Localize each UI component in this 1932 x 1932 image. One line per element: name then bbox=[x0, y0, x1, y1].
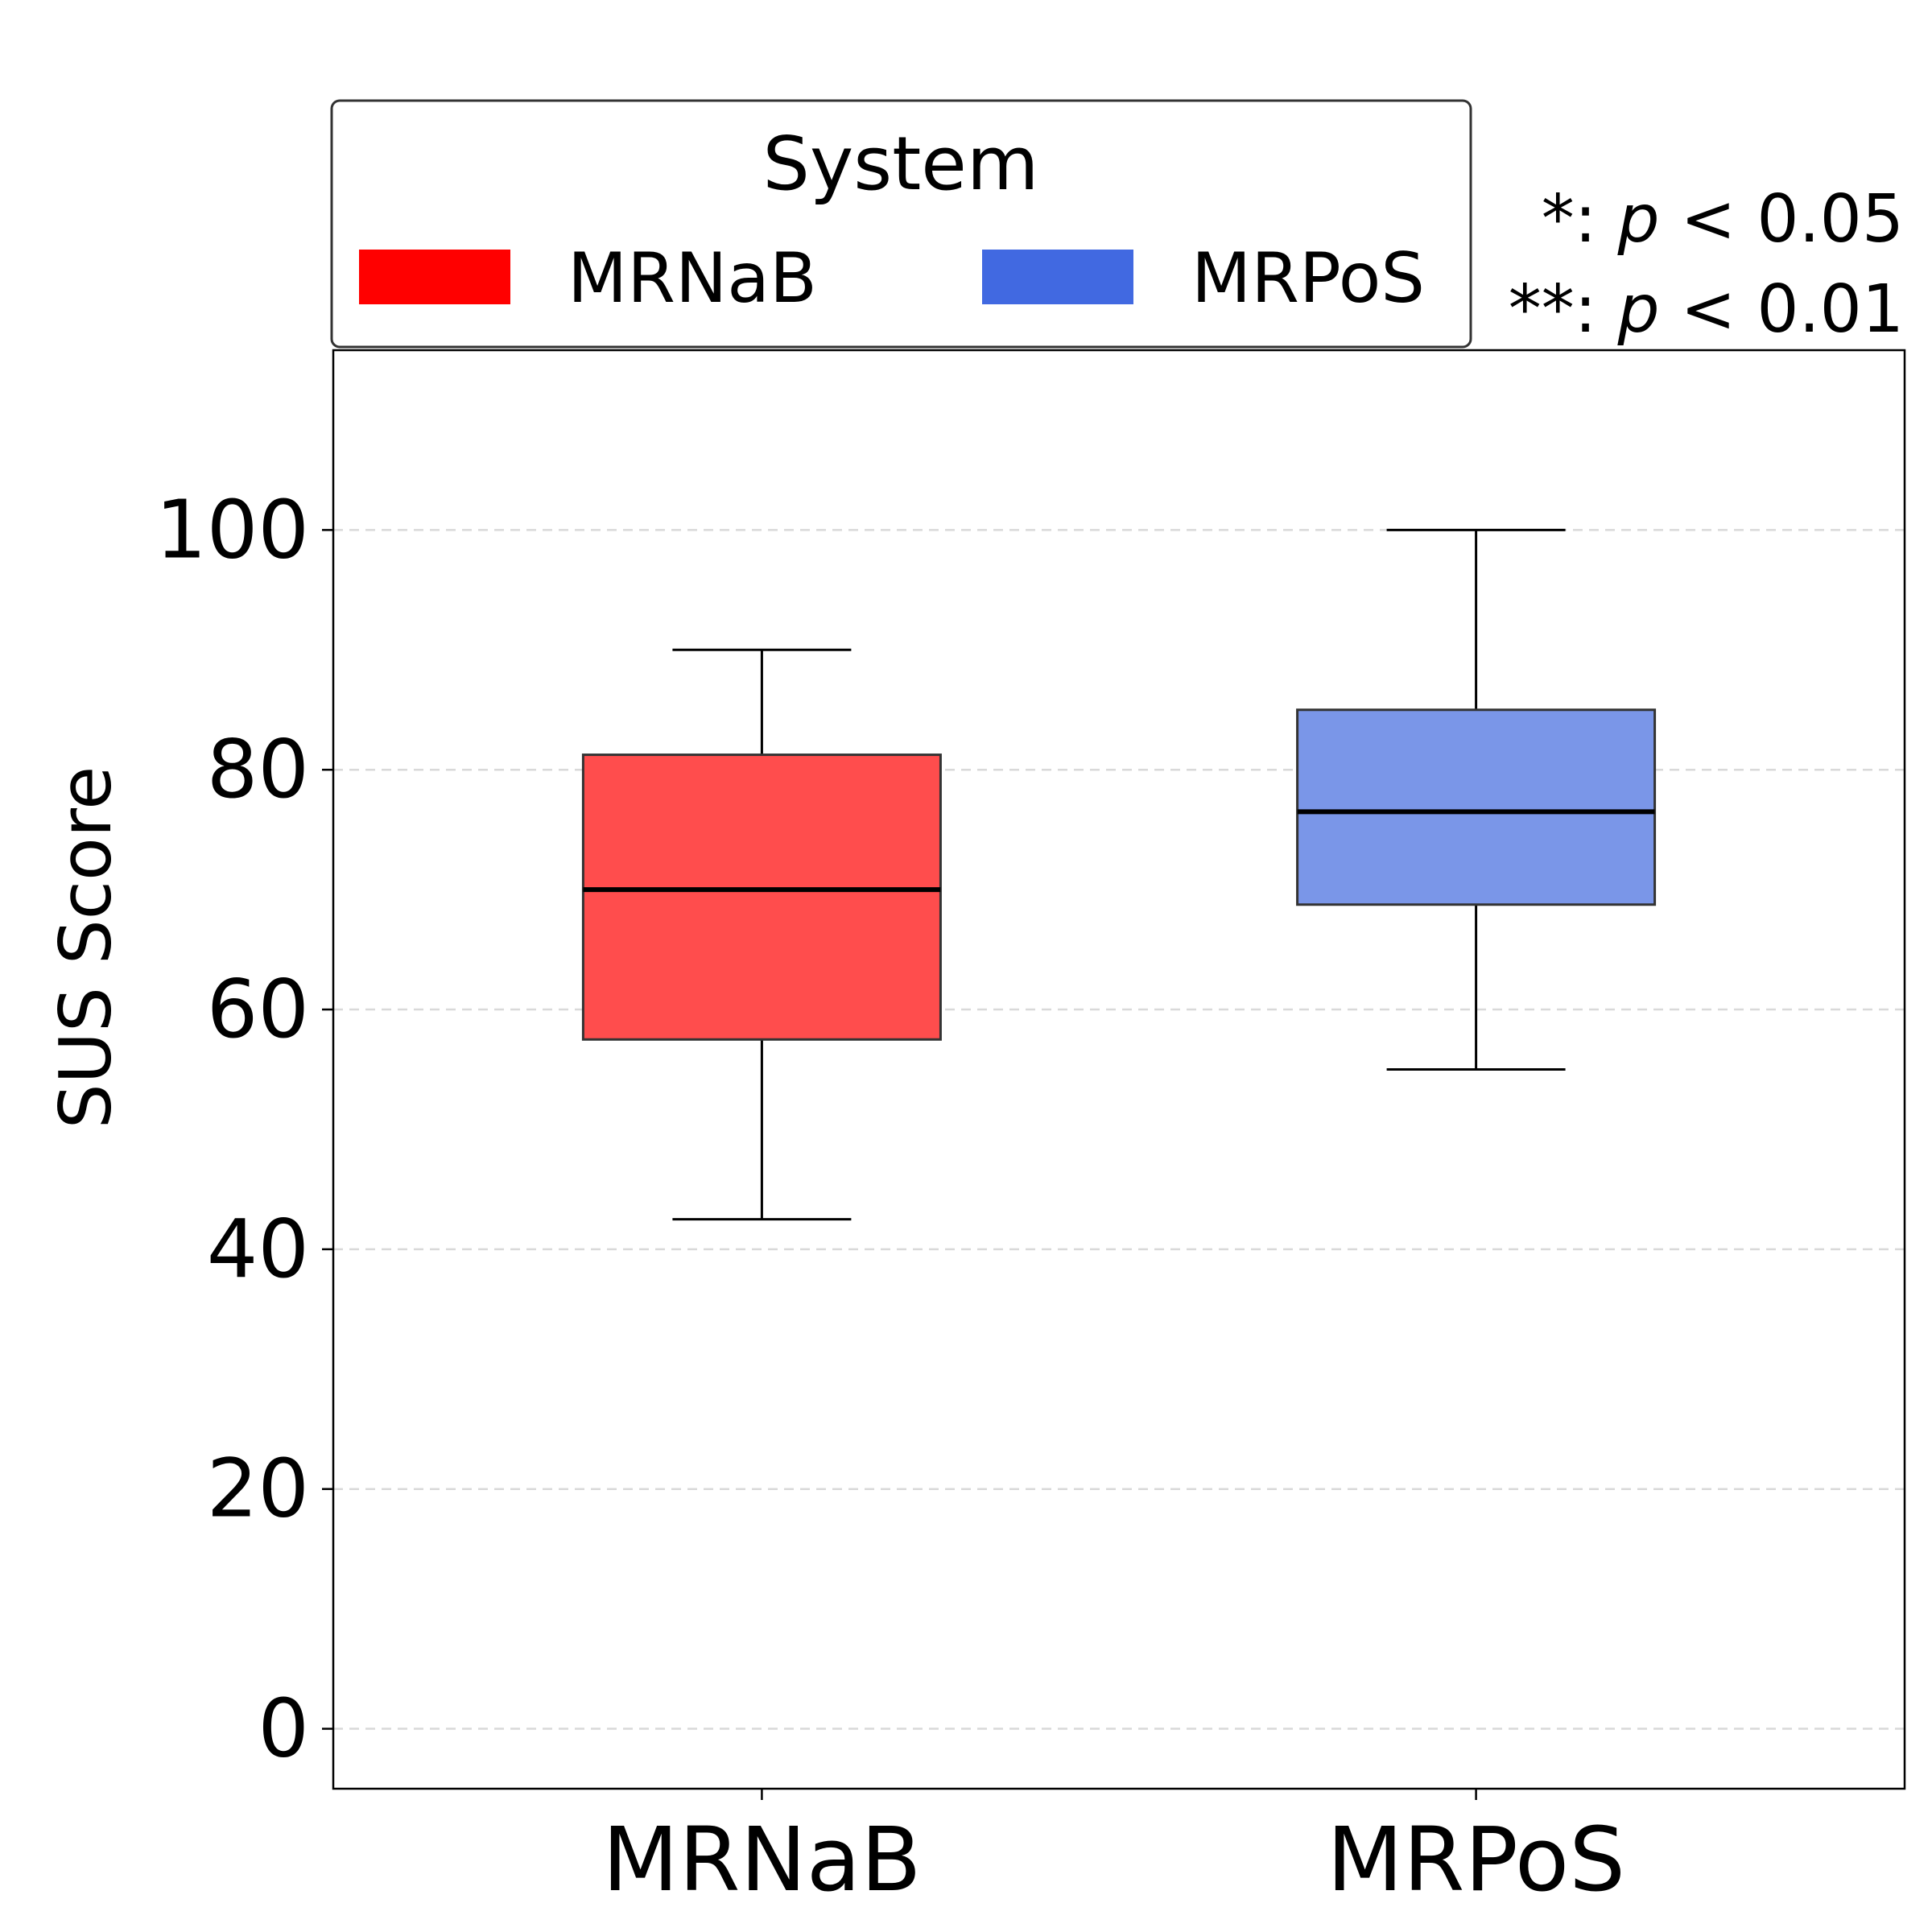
significance-note: *: p < 0.05 **: p < 0.01 bbox=[1509, 181, 1904, 348]
y-tick-label: 0 bbox=[258, 1682, 309, 1776]
y-tick-label: 40 bbox=[207, 1202, 309, 1296]
legend-swatch-mrnab bbox=[359, 250, 510, 304]
box-iqr bbox=[1296, 708, 1657, 906]
legend: System MRNaB MRPoS bbox=[330, 99, 1472, 349]
y-tick-label: 80 bbox=[207, 722, 309, 816]
y-tick-label: 20 bbox=[207, 1442, 309, 1536]
box-mrpos bbox=[1296, 528, 1657, 1071]
grid-lines bbox=[333, 529, 1905, 1730]
y-tick-label: 60 bbox=[207, 962, 309, 1056]
legend-title: System bbox=[762, 121, 1038, 207]
legend-label-mrpos: MRPoS bbox=[1191, 238, 1425, 319]
box-mrnab bbox=[581, 648, 942, 1221]
plot-frame bbox=[332, 349, 1906, 1790]
box-iqr bbox=[581, 753, 942, 1041]
legend-frame bbox=[330, 99, 1472, 349]
legend-swatch-mrpos bbox=[982, 250, 1133, 304]
y-axis-label: SUS Score bbox=[44, 766, 127, 1129]
y-axis-ticks: 0 20 40 60 80 100 bbox=[155, 482, 333, 1776]
box-series bbox=[581, 528, 1657, 1221]
significance-line-2: **: p < 0.01 bbox=[1509, 271, 1904, 348]
x-axis-ticks: MRNaB MRPoS bbox=[602, 1789, 1625, 1911]
y-tick-label: 100 bbox=[155, 482, 309, 576]
significance-line-1: *: p < 0.05 bbox=[1542, 181, 1904, 258]
x-tick-label: MRPoS bbox=[1327, 1808, 1625, 1911]
legend-label-mrnab: MRNaB bbox=[568, 238, 817, 319]
x-tick-label: MRNaB bbox=[602, 1808, 922, 1911]
